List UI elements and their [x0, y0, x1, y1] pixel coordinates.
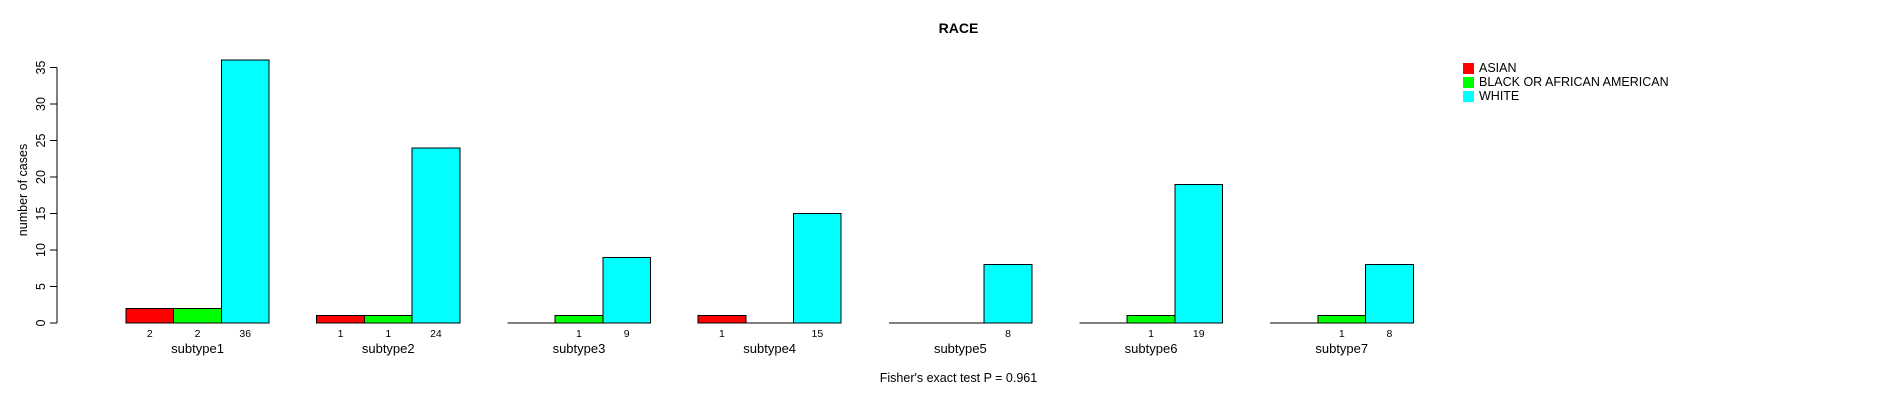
legend-swatch-black-or-african-american — [1463, 76, 1474, 88]
bar — [793, 213, 842, 324]
bar — [363, 315, 413, 324]
bar — [1365, 264, 1414, 324]
chart-title: RACE — [938, 20, 979, 36]
category-label: subtype3 — [553, 341, 606, 356]
bar-value-label: 8 — [1005, 328, 1011, 340]
legend-item-asian: ASIAN — [1463, 61, 1669, 75]
bar-value-label: 9 — [624, 328, 630, 340]
bar-value-label: 1 — [385, 328, 391, 340]
legend-swatch-asian — [1463, 62, 1474, 74]
y-axis-title: number of cases — [16, 144, 30, 236]
y-axis-tick-label: 15 — [34, 207, 48, 221]
bar — [1126, 315, 1176, 324]
y-axis-tick-label: 0 — [34, 319, 48, 326]
bar-value-label: 19 — [1193, 328, 1205, 340]
bar — [411, 147, 461, 324]
category-label: subtype7 — [1315, 341, 1368, 356]
bar-value-label: 1 — [576, 328, 582, 340]
fisher-test-footnote: Fisher's exact test P = 0.961 — [879, 371, 1038, 385]
category-label: subtype2 — [362, 341, 415, 356]
bar-value-label: 1 — [338, 328, 344, 340]
bar — [554, 315, 604, 324]
bar-value-label: 2 — [147, 328, 153, 340]
bar-value-label: 15 — [812, 328, 824, 340]
y-axis-tick-label: 35 — [34, 61, 48, 75]
y-axis-tick-label: 10 — [34, 243, 48, 257]
bar — [220, 59, 270, 324]
bar — [173, 307, 222, 324]
bar — [983, 264, 1033, 324]
legend-item-black-or-african-american: BLACK OR AFRICAN AMERICAN — [1463, 75, 1669, 89]
category-label: subtype5 — [934, 341, 987, 356]
bar-value-label: 1 — [1339, 328, 1345, 340]
category-label: subtype4 — [743, 341, 796, 356]
bar-value-label: 8 — [1387, 328, 1393, 340]
bar — [697, 315, 747, 324]
bar-value-label: 24 — [430, 328, 442, 340]
bar — [1317, 315, 1367, 324]
legend-swatch-white — [1463, 90, 1474, 102]
y-axis-tick-label: 30 — [34, 97, 48, 111]
category-label: subtype6 — [1125, 341, 1178, 356]
legend-label-white: WHITE — [1479, 89, 1520, 103]
bar — [125, 307, 175, 324]
y-axis-tick-label: 5 — [34, 283, 48, 290]
bar — [316, 315, 365, 324]
legend-label-black-or-african-american: BLACK OR AFRICAN AMERICAN — [1479, 75, 1669, 89]
category-label: subtype1 — [171, 341, 224, 356]
bar-value-label: 1 — [719, 328, 725, 340]
bar-value-label: 2 — [195, 328, 201, 340]
legend-label-asian: ASIAN — [1479, 61, 1517, 75]
bar-value-label: 1 — [1148, 328, 1154, 340]
bar-value-label: 36 — [239, 328, 251, 340]
bar — [602, 256, 651, 324]
legend-item-white: WHITE — [1463, 89, 1669, 103]
y-axis-tick-label: 25 — [34, 134, 48, 148]
bar — [1174, 183, 1224, 324]
y-axis-tick-label: 20 — [34, 170, 48, 184]
legend: ASIAN BLACK OR AFRICAN AMERICAN WHITE — [1463, 61, 1669, 103]
